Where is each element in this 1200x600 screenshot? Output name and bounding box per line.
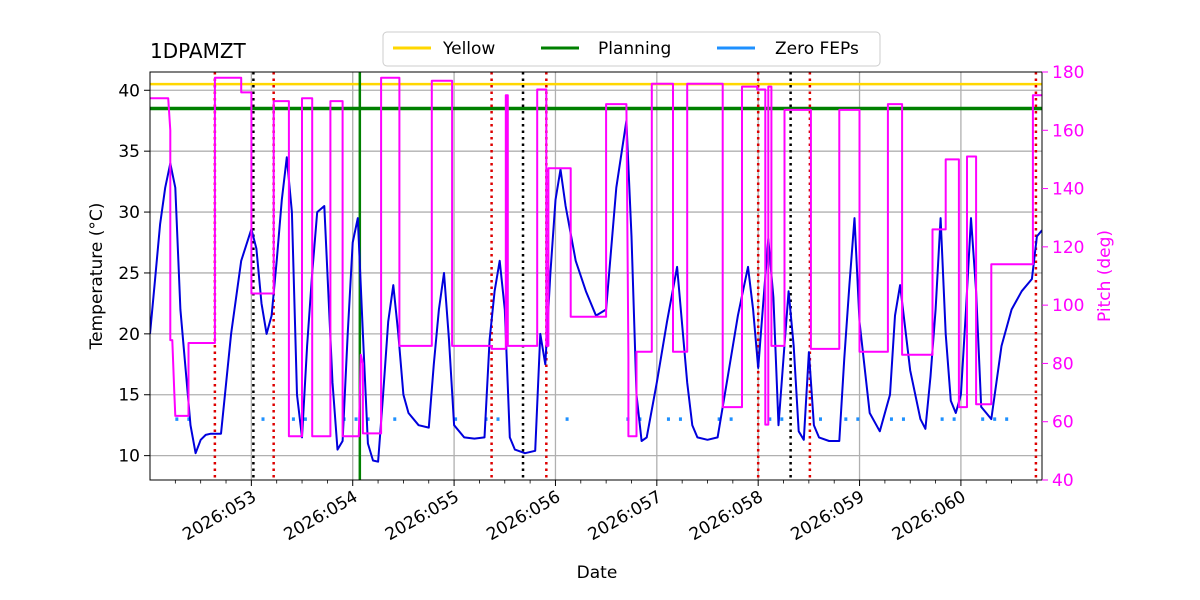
y2-tick-label: 160 (1052, 121, 1084, 141)
legend-planning-label: Planning (598, 39, 671, 59)
chart-title: 1DPAMZT (150, 39, 247, 63)
y-axis-label: Temperature (°C) (87, 203, 107, 351)
temperature-series-line (150, 119, 1042, 463)
y-tick-label: 15 (118, 386, 140, 406)
y-tick-label: 30 (118, 203, 140, 223)
legend-box (382, 31, 881, 67)
plot-area (150, 72, 1042, 480)
y-axis-ticks: 10 15 20 25 30 35 40 (118, 81, 150, 467)
pitch-series-line (150, 76, 1042, 438)
y2-tick-label: 180 (1052, 63, 1084, 83)
y2-tick-label: 60 (1052, 413, 1074, 433)
y-tick-label: 10 (118, 447, 140, 467)
y-tick-label: 35 (118, 142, 140, 162)
y2-tick-label: 100 (1052, 296, 1084, 316)
y2-axis-label: Pitch (deg) (1095, 230, 1115, 322)
y2-tick-label: 80 (1052, 354, 1074, 374)
legend-zero-feps-label: Zero FEPs (775, 39, 859, 59)
legend: Yellow Planning Zero FEPs (382, 31, 881, 67)
y2-tick-label: 140 (1052, 180, 1084, 200)
y-tick-label: 40 (118, 81, 140, 101)
y2-tick-label: 40 (1052, 471, 1074, 491)
y2-tick-label: 120 (1052, 238, 1084, 258)
legend-yellow-label: Yellow (442, 39, 495, 59)
x-axis-label: Date (577, 563, 618, 583)
series (150, 76, 1042, 463)
y-tick-label: 25 (118, 264, 140, 284)
y2-axis-ticks: 40 60 80 100 120 140 160 180 (1042, 63, 1084, 491)
y-tick-label: 20 (118, 325, 140, 345)
plot-frame (149, 71, 1043, 481)
